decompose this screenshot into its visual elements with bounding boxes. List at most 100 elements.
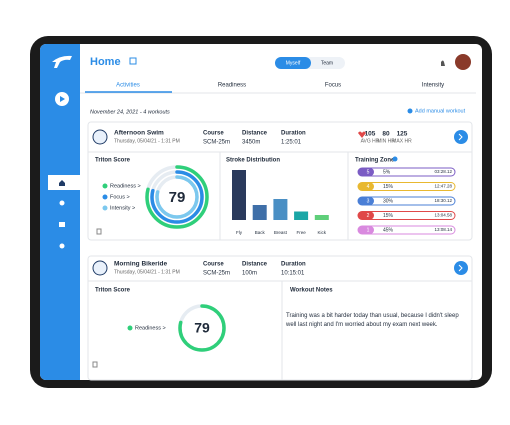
legend-dot: [102, 183, 108, 189]
stroke-bar: [314, 215, 329, 220]
zone-number: 2: [367, 213, 370, 219]
stat-label: Duration: [281, 131, 306, 137]
add-icon[interactable]: [407, 108, 413, 114]
stroke-label: Free: [296, 230, 306, 235]
heart-icon: [358, 131, 366, 138]
stroke-bar: [232, 170, 246, 220]
section-title: Triton Score: [95, 288, 131, 294]
nav-home: [59, 180, 65, 186]
stat-value: SCM-25m: [203, 140, 230, 146]
zone-time: 13:08.14: [434, 227, 452, 232]
stroke-bar: [294, 211, 309, 220]
hr-value: 80: [382, 131, 390, 138]
stat-label: Distance: [242, 262, 268, 268]
section-title: Workout Notes: [290, 288, 333, 294]
stat-label: Duration: [281, 262, 306, 268]
trash-icon[interactable]: [96, 228, 102, 235]
hr-value: 105: [365, 131, 376, 138]
stat-value: 100m: [242, 271, 257, 277]
score-value: 79: [194, 320, 210, 336]
tab[interactable]: Activities: [116, 83, 140, 89]
stroke-label: Back: [255, 230, 266, 235]
zone-tag: [358, 182, 374, 191]
ring-progress: [145, 165, 209, 229]
hr-label: MIN HR: [377, 138, 395, 144]
zone-percent: 15%: [383, 213, 394, 219]
section-title: Training Zone: [355, 158, 395, 164]
sidebar-edge: [70, 44, 80, 380]
calendar-icon[interactable]: [129, 57, 137, 65]
play-icon: [60, 96, 65, 102]
open-button[interactable]: [454, 130, 468, 144]
zone-time: 13:04.58: [434, 213, 452, 218]
zone-percent: 45%: [383, 227, 394, 233]
section-title: Triton Score: [95, 158, 131, 164]
stroke-label: Kick: [318, 230, 327, 235]
stroke-label: Breast: [274, 230, 288, 235]
trash-icon[interactable]: [92, 361, 98, 368]
date-line: November 24, 2021 - 4 workouts: [90, 109, 170, 115]
zone-percent: 5%: [383, 169, 391, 175]
hr-label: AVG HR: [361, 138, 380, 144]
stat-label: Course: [203, 262, 224, 268]
zone-tag: [358, 168, 374, 176]
add-workout[interactable]: Add manual workout: [415, 108, 466, 114]
workout-icon: [92, 129, 108, 145]
workout-card: [87, 255, 473, 381]
info-icon: [392, 156, 398, 162]
workout-title: Morning Bikeride: [114, 261, 167, 268]
tab[interactable]: Intensity: [422, 83, 444, 89]
chevron: [458, 264, 463, 272]
hr-label: MAX HR: [392, 138, 412, 144]
notes-box: Training was a bit harder today than usu…: [286, 313, 459, 328]
avatar[interactable]: [455, 54, 471, 70]
toggle-option[interactable]: Myself: [286, 60, 301, 66]
zone-percent: 30%: [383, 198, 394, 204]
legend-dot: [102, 205, 108, 211]
chevron: [458, 133, 463, 141]
open-button[interactable]: [454, 261, 468, 275]
zone-number: 3: [367, 198, 370, 204]
zone-number: 5: [367, 169, 370, 175]
hr-value: 125: [397, 131, 408, 138]
legend-item[interactable]: Readiness >: [110, 183, 141, 189]
toggle-active[interactable]: [275, 57, 311, 69]
workout-notes: Training was a bit harder today than usu…: [286, 313, 459, 328]
score-value: 79: [169, 189, 186, 206]
legend-item[interactable]: Focus >: [110, 194, 130, 200]
page-title: Home: [90, 56, 121, 68]
nav-settings[interactable]: [59, 243, 65, 249]
toggle-option[interactable]: Team: [321, 60, 333, 66]
nav-team[interactable]: [59, 200, 65, 206]
stroke-bar: [273, 199, 288, 220]
stat-value: 10:15:01: [281, 271, 305, 277]
zone-tag: [358, 226, 374, 234]
workout-date: Thursday, 05/04/21 - 1:31 PM: [114, 269, 180, 275]
workout-icon: [92, 260, 108, 276]
stat-value: 1:25:01: [281, 140, 302, 146]
ring-progress: [155, 175, 199, 219]
zone-tag: [358, 211, 374, 220]
zone-time: 18:30.12: [434, 198, 452, 203]
stat-value: 3450m: [242, 140, 260, 146]
bell-icon[interactable]: [441, 60, 445, 67]
stroke-bar: [252, 205, 267, 220]
stat-label: Distance: [242, 131, 268, 137]
legend-item[interactable]: Intensity >: [110, 205, 135, 211]
legend-item[interactable]: Readiness >: [135, 325, 166, 331]
stat-value: SCM-25m: [203, 271, 230, 277]
nav-messages[interactable]: [59, 222, 65, 227]
tab[interactable]: Focus: [325, 83, 341, 89]
stat-label: Course: [203, 131, 224, 137]
zone-percent: 15%: [383, 184, 394, 190]
workout-date: Thursday, 05/04/21 - 1:31 PM: [114, 138, 180, 144]
legend-dot: [102, 194, 108, 200]
zone-number: 1: [367, 227, 370, 233]
ring-progress: [150, 170, 204, 224]
zone-number: 4: [367, 184, 370, 190]
section-title: Stroke Distribution: [226, 158, 280, 164]
tab[interactable]: Readiness: [218, 83, 246, 89]
zone-time: 12:47.28: [434, 184, 452, 189]
